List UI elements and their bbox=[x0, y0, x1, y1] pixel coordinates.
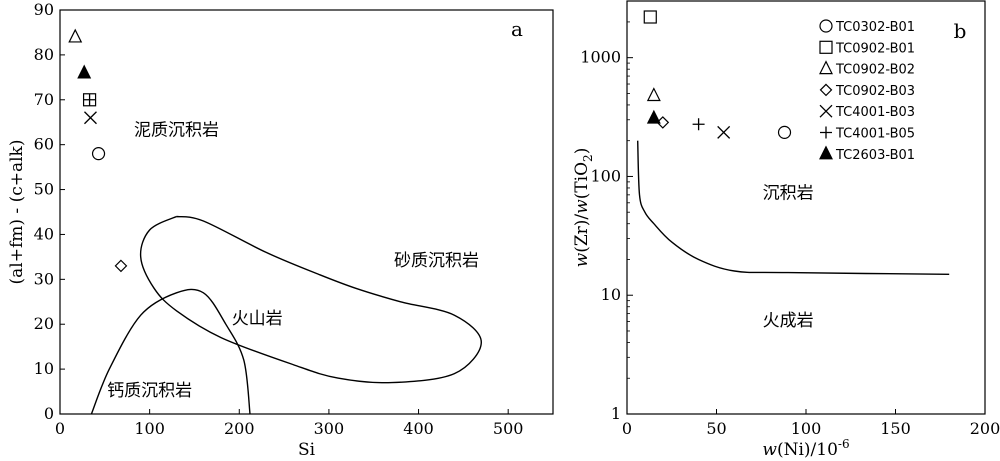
y-tick-label-b: 10 bbox=[601, 285, 621, 304]
y-tick-label-a: 10 bbox=[34, 359, 54, 378]
y-axis-label-b-part: (Zr)/ bbox=[572, 214, 592, 253]
legend: TC0302-B01 TC0902-B01 TC0902-B02 TC0902-B03… bbox=[819, 19, 915, 163]
legend-marker-tc0902-b01 bbox=[819, 40, 833, 54]
x-axis-label-b-part: (Ni)/10 bbox=[777, 440, 838, 460]
y-tick-label-a: 80 bbox=[34, 45, 54, 64]
region-label-a: 钙质沉积岩 bbox=[107, 381, 192, 401]
region-label-a: 砂质沉积岩 bbox=[394, 251, 479, 271]
legend-marker-tc0902-b02 bbox=[819, 60, 833, 75]
legend-entry-label: TC0902-B03 bbox=[835, 84, 915, 99]
y-tick-label-a: 20 bbox=[34, 314, 54, 333]
y-tick-label-a: 70 bbox=[34, 90, 54, 109]
x-axis-label-b-part: w bbox=[762, 440, 777, 460]
y-tick-label-b: 1 bbox=[611, 404, 621, 423]
data-point-b-tc2603-b01 bbox=[646, 109, 661, 124]
x-tick-label-a: 100 bbox=[134, 419, 165, 438]
y-axis-label-a: (al+fm) - (c+alk) bbox=[7, 140, 27, 285]
x-axis-label-b-part: -6 bbox=[838, 437, 850, 451]
data-point-a-tc4001-b05 bbox=[83, 93, 96, 106]
panel-a: 0 100 200 300 400 500 0 10 20 30 40 50 60 70 80 90 Si (al… bbox=[7, 0, 554, 460]
data-point-a-tc0902-b02 bbox=[68, 28, 83, 43]
legend-marker-tc2603-b01 bbox=[819, 145, 833, 160]
y-tick-label-b: 100 bbox=[590, 166, 621, 185]
data-point-a-tc2603-b01 bbox=[77, 64, 92, 79]
y-tick-label-a: 60 bbox=[34, 135, 54, 154]
legend-entry-label: TC4001-B03 bbox=[835, 105, 915, 120]
legend-entry-label: TC2603-B01 bbox=[835, 148, 915, 163]
data-point-b-tc4001-b05 bbox=[692, 118, 705, 131]
x-tick-label-a: 500 bbox=[493, 419, 524, 438]
region-label-b: 沉积岩 bbox=[763, 184, 814, 204]
plot-frame-b bbox=[626, 0, 986, 415]
panel-label-a: a bbox=[511, 17, 523, 41]
y-axis-label-b-part: (TiO bbox=[572, 162, 592, 199]
data-point-b-tc0302-b01 bbox=[777, 125, 792, 139]
data-point-a-tc0902-b03 bbox=[114, 259, 128, 273]
x-tick-label-b: 50 bbox=[706, 419, 726, 438]
x-tick-label-b: 200 bbox=[970, 419, 1000, 438]
x-tick-label-b: 150 bbox=[880, 419, 911, 438]
data-point-a-tc0302-b01 bbox=[91, 147, 106, 161]
y-axis-label-b-part: ) bbox=[572, 148, 592, 155]
x-axis-label-b: w(Ni)/10-6 bbox=[762, 437, 849, 460]
x-tick-label-a: 300 bbox=[314, 419, 345, 438]
legend-entry-label: TC0302-B01 bbox=[835, 20, 915, 35]
y-tick-label-b: 1000 bbox=[580, 48, 621, 67]
y-tick-label-a: 50 bbox=[34, 180, 54, 199]
legend-marker-tc0902-b03 bbox=[819, 83, 833, 97]
panel-b: 0 50 100 150 2001101001000w(Ni)/10-6w(Zr)/w(… bbox=[572, 0, 1000, 460]
y-axis-label-b-part: w bbox=[572, 199, 592, 214]
legend-entry-label: TC4001-B05 bbox=[835, 127, 915, 142]
data-point-b-tc0902-b01 bbox=[643, 10, 657, 24]
plot-frame-a bbox=[59, 9, 554, 415]
sedimentary-igneous-boundary bbox=[637, 140, 950, 275]
y-axis-label-b: w(Zr)/w(TiO2) bbox=[572, 148, 595, 268]
x-axis-label-a: Si bbox=[298, 440, 316, 460]
region-label-a: 火山岩 bbox=[232, 309, 283, 329]
data-point-b-tc0902-b03 bbox=[656, 116, 670, 129]
legend-marker-tc4001-b03 bbox=[819, 104, 833, 118]
x-tick-label-a: 200 bbox=[224, 419, 255, 438]
panel-label-b: b bbox=[954, 19, 967, 43]
data-point-b-tc0902-b02 bbox=[646, 87, 661, 102]
region-label-b: 火成岩 bbox=[763, 311, 814, 331]
region-label-a: 泥质沉积岩 bbox=[134, 121, 219, 141]
legend-entry-label: TC0902-B02 bbox=[835, 63, 915, 78]
legend-marker-tc4001-b05 bbox=[820, 126, 832, 139]
x-tick-label-b: 0 bbox=[622, 419, 632, 438]
data-point-b-tc4001-b03 bbox=[717, 125, 731, 139]
x-tick-label-b: 100 bbox=[791, 419, 822, 438]
data-point-a-tc4001-b03 bbox=[84, 111, 97, 125]
legend-marker-tc0302-b01 bbox=[819, 19, 833, 33]
legend-entry-label: TC0902-B01 bbox=[835, 41, 915, 56]
x-tick-label-a: 400 bbox=[403, 419, 434, 438]
y-tick-label-a: 90 bbox=[34, 0, 54, 19]
x-tick-label-a: 0 bbox=[55, 419, 65, 438]
y-axis-label-b-part: w bbox=[572, 252, 592, 267]
y-axis-label-b-part: 2 bbox=[581, 154, 595, 162]
y-tick-label-a: 0 bbox=[44, 404, 54, 423]
y-tick-label-a: 30 bbox=[34, 269, 54, 288]
y-tick-label-a: 40 bbox=[34, 224, 54, 243]
calcareous-field-outline bbox=[90, 288, 251, 415]
volcanic-field-outline bbox=[139, 215, 483, 384]
